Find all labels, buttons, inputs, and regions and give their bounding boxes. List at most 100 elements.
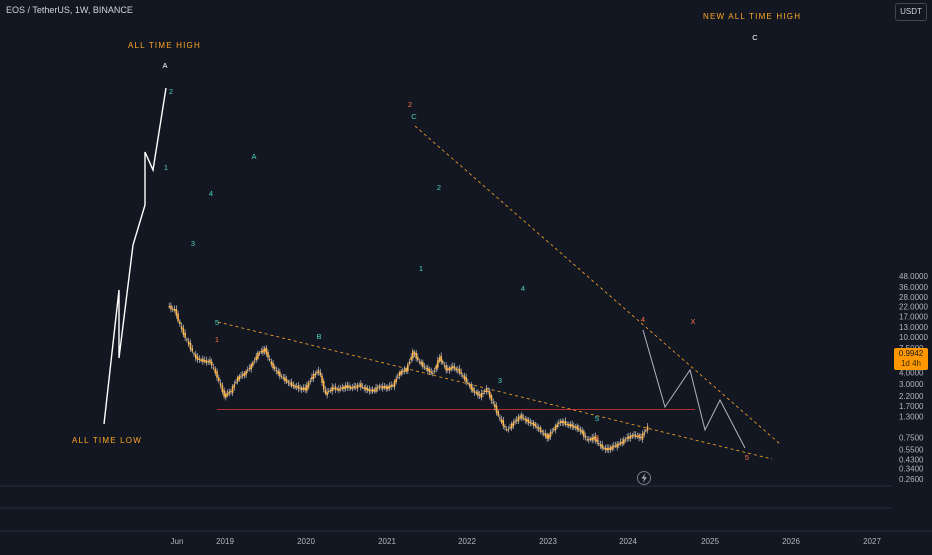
- candle-body: [542, 433, 545, 435]
- wave-label: A: [251, 152, 256, 161]
- candle-body: [179, 321, 181, 325]
- candle-body: [551, 431, 553, 433]
- candle-body: [277, 370, 279, 374]
- currency-button[interactable]: USDT: [895, 3, 927, 21]
- candle-body: [403, 369, 406, 372]
- candle-body: [475, 392, 478, 394]
- candle-body: [521, 414, 523, 419]
- annotation-text: NEW ALL TIME HIGH: [703, 12, 801, 21]
- candle-body: [175, 309, 178, 316]
- candle-body: [272, 362, 274, 369]
- candle-body: [505, 429, 508, 431]
- candle-body: [514, 421, 516, 423]
- candle-body: [447, 368, 449, 370]
- candle-body: [534, 423, 537, 427]
- candle-body: [549, 432, 552, 437]
- candle-body: [457, 369, 459, 371]
- candle-body: [225, 393, 227, 398]
- candle-body: [443, 365, 446, 367]
- candle-body: [563, 421, 565, 424]
- candle-body: [413, 352, 416, 355]
- y-tick-label: 0.5500: [899, 446, 924, 455]
- candle-body: [495, 405, 498, 413]
- candle-body: [558, 422, 560, 425]
- candle-body: [509, 427, 511, 429]
- candle-body: [180, 326, 183, 330]
- candle-body: [407, 364, 409, 372]
- candle-body: [282, 377, 285, 379]
- candle-body: [371, 388, 374, 393]
- x-tick-label: 2023: [539, 537, 557, 546]
- candle-body: [492, 401, 494, 403]
- candle-body: [258, 352, 261, 354]
- candle-body: [267, 352, 269, 358]
- candle-body: [221, 385, 224, 392]
- candle-body: [395, 378, 397, 383]
- candle-body: [189, 342, 192, 350]
- projection-path: [642, 329, 746, 449]
- y-tick-label: 1.7000: [899, 402, 924, 411]
- candle-body: [368, 389, 371, 392]
- candle-body: [233, 384, 236, 388]
- candle-body: [586, 439, 588, 441]
- candle-body: [331, 386, 333, 392]
- x-tick-label: 2027: [863, 537, 881, 546]
- wave-label: 2: [437, 183, 441, 192]
- candle-body: [579, 429, 582, 432]
- candle-body: [546, 434, 548, 439]
- candle-body: [553, 429, 555, 431]
- candle-body: [532, 422, 535, 426]
- current-price-value: 0.9942: [898, 349, 924, 358]
- candle-body: [601, 444, 603, 449]
- candle-body: [297, 385, 300, 390]
- candle-body: [559, 421, 562, 423]
- symbol-title[interactable]: EOS / TetherUS, 1W, BINANCE: [6, 5, 133, 15]
- candle-body: [299, 387, 301, 389]
- candle-body: [383, 386, 386, 389]
- candle-body: [624, 439, 627, 441]
- candle-body: [494, 404, 496, 408]
- candle-body: [376, 387, 379, 389]
- wave-label: 2: [408, 100, 412, 109]
- candle-body: [448, 367, 451, 371]
- candle-body: [455, 368, 457, 371]
- candle-body: [410, 357, 412, 360]
- candle-body: [363, 387, 366, 389]
- candle-body: [529, 421, 532, 424]
- candle-body: [390, 384, 392, 387]
- candle-body: [522, 418, 525, 420]
- candle-body: [502, 420, 505, 427]
- candle-body: [287, 381, 290, 384]
- candle-body: [608, 448, 610, 450]
- candle-body: [452, 366, 454, 369]
- candle-body: [561, 420, 563, 424]
- y-tick-label: 28.0000: [899, 293, 928, 302]
- candle-body: [245, 370, 247, 375]
- candle-body: [422, 362, 424, 367]
- candle-body: [598, 443, 600, 445]
- lightning-icon-glyph: [641, 473, 647, 483]
- candle-body: [442, 361, 444, 364]
- candle-body: [292, 384, 295, 386]
- candle-body: [588, 439, 590, 441]
- candle-body: [634, 434, 637, 437]
- candle-body: [463, 375, 466, 380]
- candle-body: [432, 373, 434, 375]
- candle-body: [226, 392, 229, 396]
- wave-label: 5: [215, 318, 219, 327]
- y-tick-label: 48.0000: [899, 272, 928, 281]
- candle-body: [327, 390, 330, 393]
- candle-body: [194, 354, 197, 359]
- candle-body: [260, 351, 263, 353]
- candle-body: [230, 391, 232, 393]
- candle-body: [544, 433, 547, 437]
- candle-body: [243, 372, 246, 377]
- candle-body: [250, 364, 252, 370]
- candle-body: [284, 377, 286, 381]
- wave-label: 2: [169, 87, 173, 96]
- candle-body: [235, 382, 237, 384]
- candle-body: [400, 370, 402, 375]
